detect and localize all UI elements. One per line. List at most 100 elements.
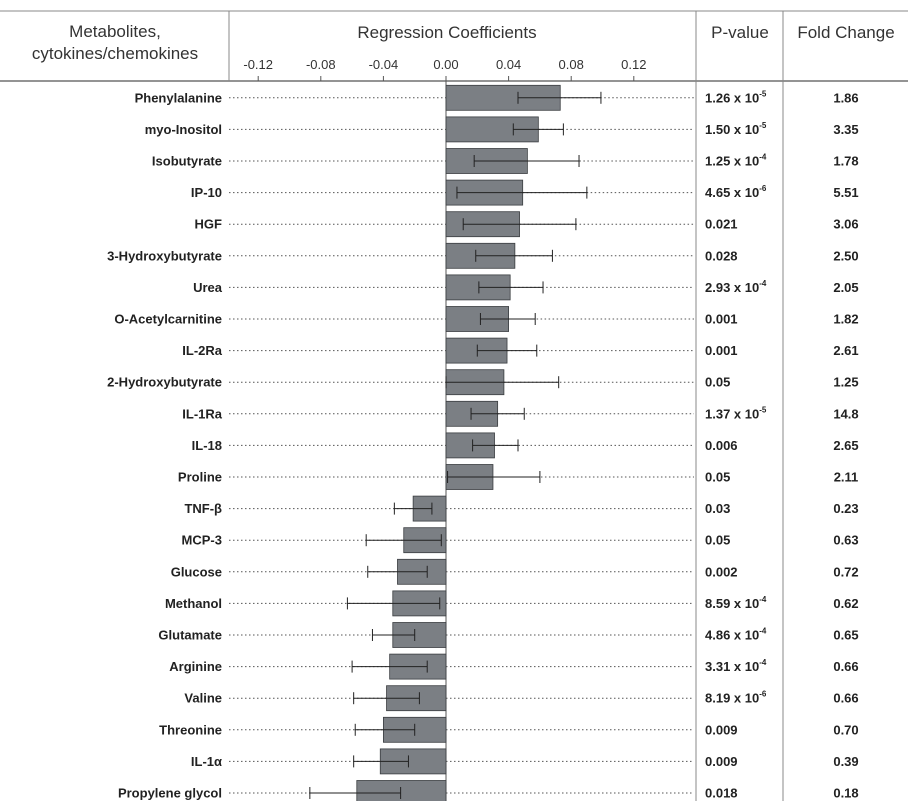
- row-label: Urea: [193, 280, 223, 295]
- row-label: MCP-3: [182, 533, 222, 548]
- p-value: 0.021: [705, 217, 738, 232]
- p-value-exponent: -5: [759, 405, 767, 414]
- row-label: 2-Hydroxybutyrate: [107, 375, 222, 390]
- row-label: Methanol: [165, 596, 222, 611]
- fold-change-value: 0.18: [833, 786, 858, 801]
- p-value: 8.19 x 10-6: [705, 690, 767, 706]
- p-value: 4.86 x 10-4: [705, 627, 767, 643]
- x-tick-label: 0.04: [496, 57, 521, 72]
- table-row: Glucose 0.002 0.72: [171, 558, 859, 585]
- p-value: 0.018: [705, 786, 738, 801]
- data-rows: Phenylalanine 1.26 x 10-5 1.86 myo-Inositol…: [107, 84, 859, 801]
- table-row: IP-10 4.65 x 10-6 5.51: [191, 179, 859, 206]
- column-headers: Metabolites, cytokines/chemokines Regres…: [32, 22, 895, 63]
- row-label: Valine: [184, 691, 222, 706]
- row-label: IL-2Ra: [182, 343, 223, 358]
- table-row: 3-Hydroxybutyrate 0.028 2.50: [107, 242, 859, 269]
- row-label: IP-10: [191, 185, 222, 200]
- p-value: 1.25 x 10-4: [705, 153, 767, 169]
- row-label: IL-18: [192, 438, 222, 453]
- p-value: 0.009: [705, 722, 738, 737]
- row-label: TNF-β: [184, 501, 222, 516]
- p-value-exponent: -6: [759, 184, 767, 193]
- x-axis-ticks: -0.12 -0.08 -0.04 0.00 0.04 0.08 0.12: [243, 57, 646, 81]
- fold-change-value: 2.61: [833, 343, 858, 358]
- header-fold-change: Fold Change: [797, 23, 894, 42]
- p-value: 0.002: [705, 564, 738, 579]
- table-row: 2-Hydroxybutyrate 0.05 1.25: [107, 369, 859, 396]
- p-value-exponent: -4: [759, 279, 767, 288]
- fold-change-value: 3.06: [833, 217, 858, 232]
- fold-change-value: 0.62: [833, 596, 858, 611]
- p-value-exponent: -5: [759, 121, 767, 130]
- row-label: Phenylalanine: [135, 90, 222, 105]
- p-value: 0.028: [705, 248, 738, 263]
- p-value-exponent: -6: [759, 690, 767, 699]
- p-value-exponent: -5: [759, 89, 767, 98]
- row-label: HGF: [195, 217, 223, 232]
- p-value: 0.001: [705, 312, 738, 327]
- p-value: 0.009: [705, 754, 738, 769]
- table-row: Glutamate 4.86 x 10-4 0.65: [158, 622, 859, 648]
- table-row: Proline 0.05 2.11: [178, 464, 859, 490]
- fold-change-value: 0.66: [833, 691, 858, 706]
- p-value-exponent: -4: [759, 153, 767, 162]
- x-tick-label: -0.08: [306, 57, 336, 72]
- p-value-exponent: -4: [759, 627, 767, 636]
- fold-change-value: 5.51: [833, 185, 858, 200]
- x-tick-label: 0.00: [433, 57, 458, 72]
- row-label: Threonine: [159, 722, 222, 737]
- fold-change-value: 1.25: [833, 375, 858, 390]
- table-row: MCP-3 0.05 0.63: [182, 527, 859, 554]
- fold-change-value: 0.65: [833, 628, 858, 643]
- table-row: Urea 2.93 x 10-4 2.05: [193, 274, 859, 301]
- row-label: 3-Hydroxybutyrate: [107, 248, 222, 263]
- p-value: 3.31 x 10-4: [705, 658, 767, 674]
- header-labels-line1: Metabolites,: [69, 22, 161, 41]
- fold-change-value: 2.05: [833, 280, 858, 295]
- p-value-exponent: -4: [759, 595, 767, 604]
- x-tick-label: 0.12: [621, 57, 646, 72]
- table-row: O-Acetylcarnitine 0.001 1.82: [114, 306, 859, 332]
- fold-change-value: 1.82: [833, 312, 858, 327]
- table-row: IL-1Ra 1.37 x 10-5 14.8: [182, 400, 859, 427]
- fold-change-value: 1.86: [833, 90, 858, 105]
- p-value: 0.05: [705, 470, 730, 485]
- p-value: 0.03: [705, 501, 730, 516]
- p-value-exponent: -4: [759, 658, 767, 667]
- x-tick-label: -0.12: [243, 57, 273, 72]
- table-row: myo-Inositol 1.50 x 10-5 3.35: [145, 116, 859, 143]
- coefficient-bar: [379, 748, 447, 775]
- x-tick-label: 0.08: [559, 57, 584, 72]
- table-frame: [0, 10, 908, 801]
- fold-change-value: 0.70: [833, 722, 858, 737]
- table-row: Arginine 3.31 x 10-4 0.66: [169, 653, 859, 680]
- row-label: Glutamate: [158, 628, 222, 643]
- p-value: 1.26 x 10-5: [705, 89, 767, 105]
- fold-change-value: 0.39: [833, 754, 858, 769]
- table-row: TNF-β 0.03 0.23: [184, 495, 859, 522]
- table-row: Isobutyrate 1.25 x 10-4 1.78: [152, 148, 859, 174]
- fold-change-value: 2.11: [834, 470, 859, 485]
- row-label: IL-1α: [191, 754, 222, 769]
- header-pvalue: P-value: [711, 23, 769, 42]
- table-row: HGF 0.021 3.06: [195, 211, 859, 238]
- p-value: 0.05: [705, 375, 730, 390]
- p-value: 0.006: [705, 438, 738, 453]
- fold-change-value: 14.8: [833, 406, 858, 421]
- p-value: 2.93 x 10-4: [705, 279, 767, 295]
- row-label: Arginine: [169, 659, 222, 674]
- fold-change-value: 0.63: [833, 533, 858, 548]
- table-row: Valine 8.19 x 10-6 0.66: [184, 685, 859, 712]
- header-labels-line2: cytokines/chemokines: [32, 44, 198, 63]
- table-row: IL-2Ra 0.001 2.61: [182, 337, 859, 364]
- table-row: Phenylalanine 1.26 x 10-5 1.86: [135, 84, 859, 111]
- x-tick-label: -0.04: [369, 57, 399, 72]
- row-label: Propylene glycol: [118, 786, 222, 801]
- fold-change-value: 0.23: [833, 501, 858, 516]
- p-value: 1.37 x 10-5: [705, 405, 767, 421]
- table-row: IL-18 0.006 2.65: [192, 432, 859, 459]
- fold-change-value: 2.50: [833, 248, 858, 263]
- header-coefficients: Regression Coefficients: [357, 23, 536, 42]
